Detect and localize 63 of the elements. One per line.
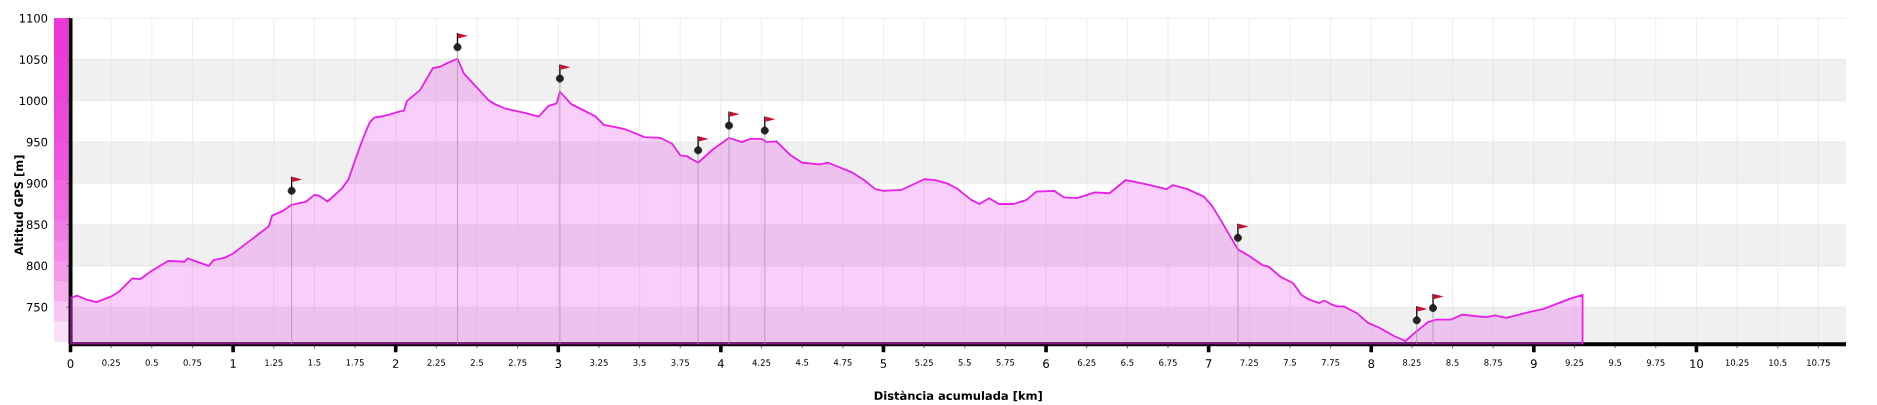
y-axis-title: Altitud GPS [m] bbox=[14, 155, 25, 256]
x-tick-label: 10.5 bbox=[1769, 359, 1787, 366]
x-tick-label: 4.5 bbox=[795, 359, 809, 366]
x-tick-label: 2.5 bbox=[470, 359, 483, 366]
y-tick-label: 900 bbox=[26, 179, 48, 188]
point bbox=[1233, 233, 1242, 242]
point bbox=[287, 186, 296, 195]
point bbox=[694, 146, 703, 155]
x-tick-label: 2.75 bbox=[508, 359, 527, 366]
y-tick-label: 1050 bbox=[19, 55, 48, 64]
x-tick-label: 3.25 bbox=[590, 359, 608, 366]
x-tick-label: 9.75 bbox=[1646, 359, 1665, 366]
point bbox=[760, 126, 769, 135]
y-tick-label: 850 bbox=[26, 220, 48, 229]
x-tick-label: 2.25 bbox=[427, 359, 446, 366]
x-tick-label: 1.75 bbox=[346, 359, 364, 366]
x-tick-label: 7 bbox=[1205, 359, 1212, 368]
x-axis-title: Distància acumulada [km] bbox=[874, 390, 1042, 402]
x-tick-label: 4.75 bbox=[833, 359, 852, 366]
x-tick-label: 7.5 bbox=[1283, 359, 1296, 366]
x-tick-label: 7.75 bbox=[1321, 359, 1340, 366]
point bbox=[453, 43, 462, 52]
x-tick-label: 8.25 bbox=[1403, 359, 1421, 366]
point bbox=[555, 74, 564, 83]
x-tick-label: 0.75 bbox=[183, 359, 202, 366]
y-tick-label: 800 bbox=[26, 261, 48, 271]
point bbox=[1429, 303, 1438, 312]
x-tick-label: 1.25 bbox=[265, 359, 283, 366]
x-tick-label: 3 bbox=[555, 359, 562, 369]
x-tick-label: 6.25 bbox=[1077, 359, 1096, 366]
x-tick-label: 6.75 bbox=[1159, 359, 1177, 366]
x-tick-label: 8.75 bbox=[1484, 359, 1502, 366]
y-tick-label: 1100 bbox=[19, 13, 48, 23]
x-tick-label: 4 bbox=[717, 359, 724, 368]
x-tick-label: 0.25 bbox=[102, 359, 120, 366]
x-tick-label: 5 bbox=[880, 359, 887, 368]
x-tick-label: 9 bbox=[1530, 359, 1537, 369]
x-tick-label: 6.5 bbox=[1121, 359, 1134, 366]
x-tick-label: 0 bbox=[67, 359, 74, 369]
x-tick-label: 10.25 bbox=[1725, 359, 1749, 366]
x-tick-label: 9.25 bbox=[1565, 359, 1584, 366]
x-tick-label: 10.75 bbox=[1807, 359, 1830, 366]
x-tick-label: 1 bbox=[230, 359, 236, 368]
point bbox=[1412, 316, 1421, 325]
x-tick-label: 8 bbox=[1368, 359, 1375, 369]
point bbox=[725, 121, 733, 130]
x-tick-label: 6 bbox=[1043, 359, 1049, 369]
y-tick-label: 750 bbox=[26, 302, 48, 312]
x-tick-label: 1.5 bbox=[308, 359, 321, 366]
x-tick-label: 4.25 bbox=[752, 359, 771, 366]
x-tick-label: 8.5 bbox=[1446, 359, 1459, 366]
x-tick-label: 3.5 bbox=[633, 359, 646, 366]
x-tick-label: 9.5 bbox=[1608, 359, 1622, 366]
y-tick-label: 950 bbox=[26, 137, 48, 147]
x-tick-label: 2 bbox=[392, 359, 399, 368]
x-tick-label: 5.75 bbox=[996, 359, 1015, 366]
x-tick-label: 7.25 bbox=[1240, 359, 1259, 366]
x-tick-label: 5.5 bbox=[958, 359, 971, 366]
x-tick-label: 10 bbox=[1690, 359, 1703, 369]
x-tick-label: 3.75 bbox=[671, 359, 689, 366]
x-tick-label: 5.25 bbox=[915, 359, 933, 366]
x-tick-label: 0.5 bbox=[145, 359, 158, 366]
y-tick-label: 1000 bbox=[19, 96, 48, 106]
